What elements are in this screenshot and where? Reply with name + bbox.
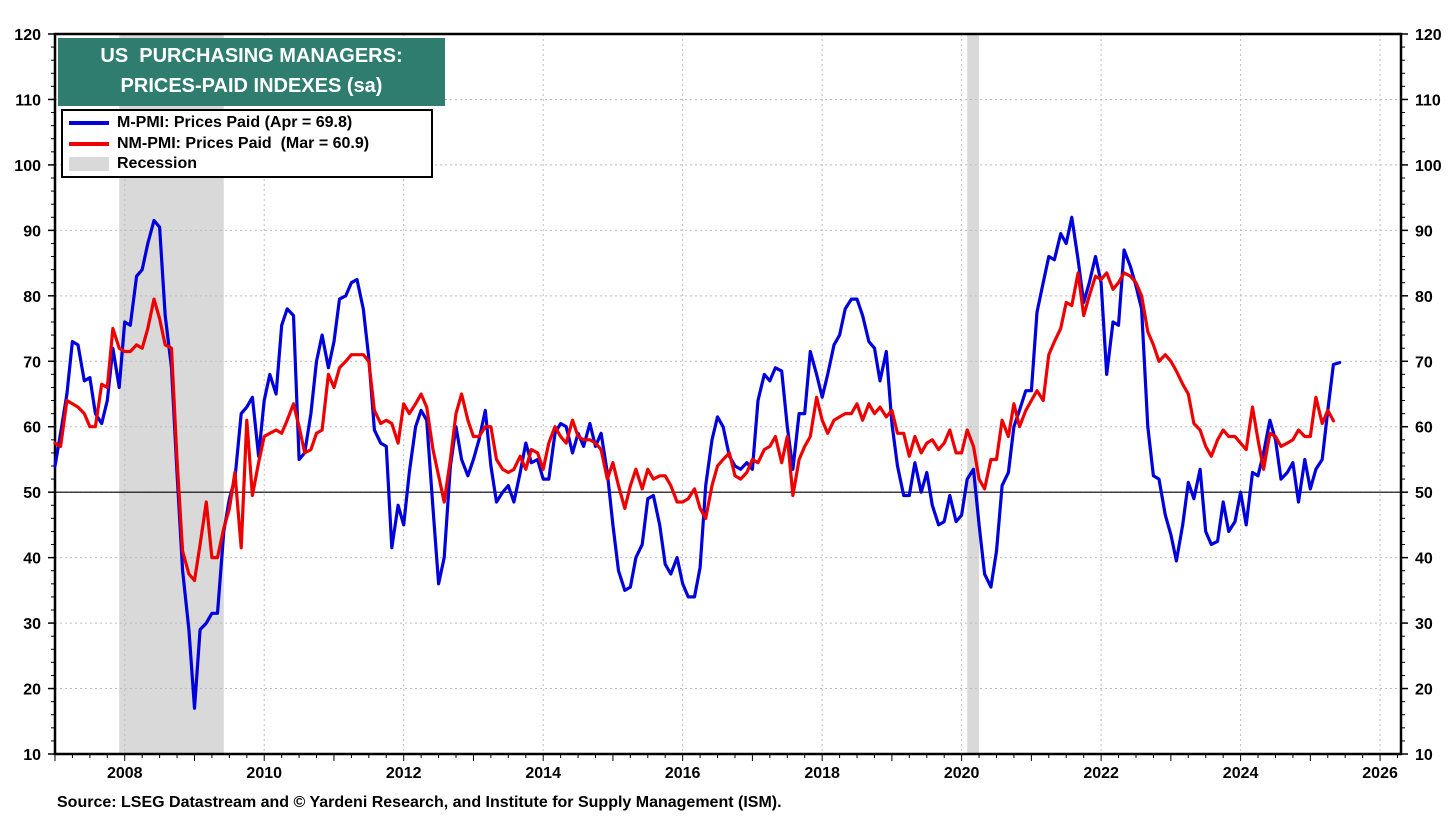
y-tick-label-left: 110 <box>15 92 41 109</box>
recession-band <box>967 34 980 754</box>
x-tick-label: 2024 <box>1223 765 1259 782</box>
gridlines <box>55 34 1401 754</box>
y-tick-label-right: 110 <box>1415 92 1441 109</box>
y-tick-label-right: 20 <box>1415 682 1433 699</box>
legend-item-nm-pmi: NM-PMI: Prices Paid (Mar = 60.9) <box>69 134 369 154</box>
y-tick-label-left: 100 <box>14 158 41 175</box>
legend-swatch-recession <box>69 157 109 171</box>
x-tick-label: 2012 <box>386 765 422 782</box>
y-tick-label-left: 40 <box>23 551 41 568</box>
x-tick-label: 2020 <box>944 765 980 782</box>
plot-frame <box>53 32 1403 756</box>
legend: M-PMI: Prices Paid (Apr = 69.8) NM-PMI: … <box>61 109 433 178</box>
x-tick-label: 2014 <box>525 765 561 782</box>
chart-title-line-1: US PURCHASING MANAGERS: <box>100 45 403 67</box>
y-tick-label-right: 120 <box>1415 27 1442 44</box>
legend-swatch-m-pmi <box>69 121 109 125</box>
x-tick-label: 2010 <box>246 765 282 782</box>
y-tick-label-right: 50 <box>1415 485 1433 502</box>
y-tick-label-right: 80 <box>1415 289 1433 306</box>
y-tick-label-right: 100 <box>1415 158 1442 175</box>
y-tick-label-right: 10 <box>1415 747 1433 764</box>
x-tick-label: 2026 <box>1362 765 1398 782</box>
y-tick-label-left: 60 <box>23 420 41 437</box>
y-tick-label-left: 30 <box>23 616 41 633</box>
chart-title: US PURCHASING MANAGERS: PRICES-PAID INDE… <box>58 38 445 106</box>
legend-item-m-pmi: M-PMI: Prices Paid (Apr = 69.8) <box>69 113 352 133</box>
series-line-nm-pmi <box>53 271 1335 583</box>
x-tick-label: 2008 <box>107 765 143 782</box>
legend-label-m-pmi: M-PMI: Prices Paid (Apr = 69.8) <box>117 114 353 131</box>
chart-title-line-2: PRICES-PAID INDEXES (sa) <box>120 75 383 97</box>
y-tick-label-right: 90 <box>1415 223 1433 240</box>
legend-swatch-nm-pmi <box>69 142 109 146</box>
series-line-m-pmi <box>53 215 1342 710</box>
y-tick-label-left: 120 <box>14 27 41 44</box>
y-tick-label-right: 40 <box>1415 551 1433 568</box>
y-tick-label-right: 70 <box>1415 354 1433 371</box>
y-tick-label-left: 20 <box>23 682 41 699</box>
x-tick-label: 2018 <box>804 765 840 782</box>
y-tick-label-left: 50 <box>23 485 41 502</box>
y-tick-label-right: 60 <box>1415 420 1433 437</box>
legend-label-recession: Recession <box>117 155 198 172</box>
x-tick-label: 2016 <box>665 765 701 782</box>
legend-item-recession: Recession <box>69 154 197 174</box>
legend-label-nm-pmi: NM-PMI: Prices Paid (Mar = 60.9) <box>117 135 370 152</box>
y-tick-label-left: 90 <box>23 223 41 240</box>
y-tick-label-left: 70 <box>23 354 41 371</box>
y-tick-label-left: 80 <box>23 289 41 306</box>
y-tick-label-left: 10 <box>23 747 41 764</box>
series-lines <box>53 215 1342 710</box>
source-note: Source: LSEG Datastream and © Yardeni Re… <box>57 794 782 811</box>
y-tick-label-right: 30 <box>1415 616 1433 633</box>
x-tick-label: 2022 <box>1083 765 1119 782</box>
